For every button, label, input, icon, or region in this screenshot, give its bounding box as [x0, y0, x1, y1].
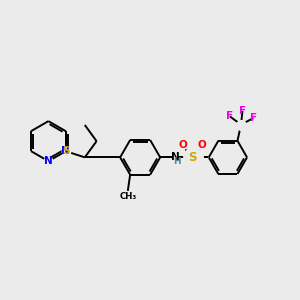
- Text: H: H: [173, 157, 181, 166]
- Text: F: F: [250, 113, 257, 123]
- Text: N: N: [44, 156, 53, 166]
- Text: N: N: [171, 152, 180, 162]
- Text: O: O: [179, 140, 188, 150]
- Text: S: S: [188, 151, 197, 164]
- Text: N: N: [61, 146, 70, 156]
- Text: O: O: [198, 140, 206, 150]
- Text: S: S: [62, 146, 70, 156]
- Text: F: F: [239, 106, 246, 116]
- Text: F: F: [226, 111, 233, 122]
- Text: CH₃: CH₃: [120, 192, 137, 201]
